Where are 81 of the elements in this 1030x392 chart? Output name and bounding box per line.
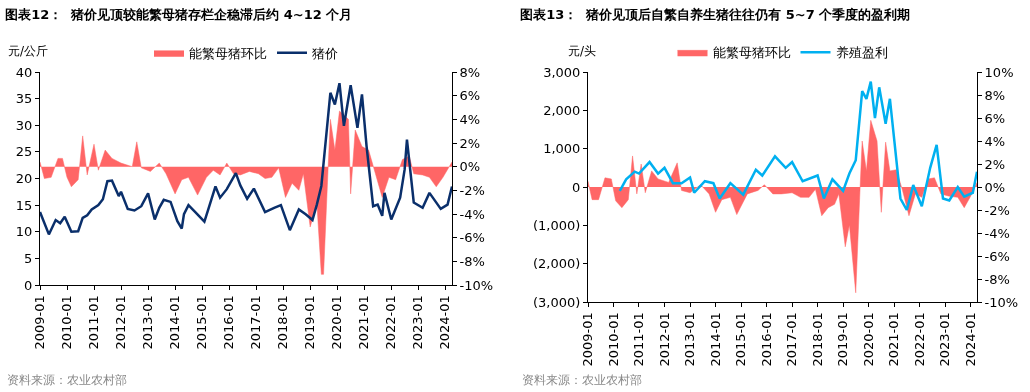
- y-tick-label: (1,000): [533, 217, 581, 233]
- x-tick-label: 2012-01: [656, 312, 672, 367]
- x-tick-label: 2011-01: [631, 312, 647, 367]
- y2-tick-label: 6%: [459, 88, 481, 104]
- y2-tick-label: -4%: [459, 206, 485, 222]
- x-tick-label: 2022-01: [911, 312, 927, 367]
- y-tick-label: 40: [15, 64, 33, 80]
- x-tick-label: 2010-01: [605, 312, 621, 367]
- line-series: [618, 80, 977, 212]
- y-tick-label: 0: [24, 277, 33, 293]
- x-tick-label: 2009-01: [580, 312, 596, 367]
- y-tick-label: 15: [15, 197, 33, 213]
- x-tick-label: 2012-01: [113, 295, 129, 350]
- legend-label: 能繁母猪环比: [189, 45, 267, 61]
- y-tick-label: 30: [15, 117, 33, 133]
- x-tick-label: 2013-01: [140, 295, 156, 350]
- y2-tick-label: 8%: [984, 87, 1006, 103]
- y2-tick-label: 0%: [984, 179, 1006, 195]
- x-tick-label: 2009-01: [32, 295, 48, 350]
- x-tick-label: 2018-01: [809, 312, 825, 367]
- y2-tick-label: 0%: [459, 159, 481, 175]
- x-tick-label: 2022-01: [383, 295, 399, 350]
- legend-label: 养殖盈利: [835, 45, 888, 61]
- x-tick-label: 2014-01: [167, 295, 183, 350]
- y2-tick-label: -2%: [459, 182, 485, 198]
- x-tick-label: 2015-01: [733, 312, 749, 367]
- x-tick-label: 2010-01: [59, 295, 75, 350]
- y2-tick-label: 2%: [984, 156, 1006, 172]
- y-axis-title: 元/头: [568, 44, 597, 58]
- x-tick-label: 2016-01: [758, 312, 774, 367]
- y-tick-label: 0: [572, 179, 581, 195]
- x-tick-label: 2015-01: [194, 295, 210, 350]
- x-tick-label: 2020-01: [329, 295, 345, 350]
- y2-tick-label: -10%: [459, 277, 494, 293]
- y2-tick-label: -8%: [984, 271, 1010, 287]
- y-tick-label: 25: [15, 144, 33, 160]
- y-tick-label: (3,000): [533, 294, 581, 310]
- text: 资料来源：农业农村部: [7, 373, 127, 387]
- y2-tick-label: -6%: [984, 248, 1010, 264]
- y2-tick-label: -10%: [984, 294, 1019, 310]
- legend-label: 能繁母猪环比: [712, 45, 791, 61]
- y2-tick-label: 2%: [459, 135, 481, 151]
- x-tick-label: 2021-01: [886, 312, 902, 367]
- y2-tick-label: -6%: [459, 230, 485, 246]
- x-tick-label: 2017-01: [248, 295, 264, 350]
- y-tick-label: 20: [15, 171, 33, 187]
- chart-title: 图表13： 猪价见顶后自繁自养生猪往往仍有 5~7 个季度的盈利期: [520, 6, 911, 22]
- chart-title: 图表12： 猪价见顶较能繁母猪存栏企稳滞后约 4~12 个月: [5, 6, 353, 22]
- x-tick-label: 2019-01: [835, 312, 851, 367]
- x-tick-label: 2013-01: [682, 312, 698, 367]
- x-tick-label: 2019-01: [302, 295, 318, 350]
- y-tick-label: 35: [15, 91, 33, 107]
- y-axis-title: 元/公斤: [8, 44, 49, 58]
- legend-label: 猪价: [312, 45, 338, 61]
- y-tick-label: (2,000): [533, 256, 581, 272]
- y-tick-label: 5: [24, 250, 33, 266]
- x-tick-label: 2020-01: [860, 312, 876, 367]
- text: 资料来源：农业农村部: [522, 373, 642, 387]
- x-tick-label: 2011-01: [86, 295, 102, 350]
- y2-tick-label: 4%: [459, 111, 481, 127]
- y-tick-label: 3,000: [543, 64, 581, 80]
- y-tick-label: 10: [15, 224, 33, 240]
- x-tick-label: 2023-01: [410, 295, 426, 350]
- x-tick-label: 2023-01: [937, 312, 953, 367]
- x-tick-label: 2018-01: [275, 295, 291, 350]
- y-tick-label: 2,000: [543, 102, 581, 118]
- x-tick-label: 2024-01: [962, 312, 978, 367]
- y2-tick-label: 8%: [459, 64, 481, 80]
- y2-tick-label: 6%: [984, 110, 1006, 126]
- y2-tick-label: 10%: [984, 64, 1014, 80]
- x-tick-label: 2017-01: [784, 312, 800, 367]
- y2-tick-label: 4%: [984, 133, 1006, 149]
- y-tick-label: 1,000: [543, 141, 581, 157]
- y2-tick-label: -2%: [984, 202, 1010, 218]
- line-series: [40, 81, 452, 236]
- x-tick-label: 2024-01: [437, 295, 453, 350]
- x-tick-label: 2021-01: [356, 295, 372, 350]
- y2-tick-label: -4%: [984, 225, 1010, 241]
- y2-tick-label: -8%: [459, 253, 485, 269]
- x-tick-label: 2016-01: [221, 295, 237, 350]
- x-tick-label: 2014-01: [707, 312, 723, 367]
